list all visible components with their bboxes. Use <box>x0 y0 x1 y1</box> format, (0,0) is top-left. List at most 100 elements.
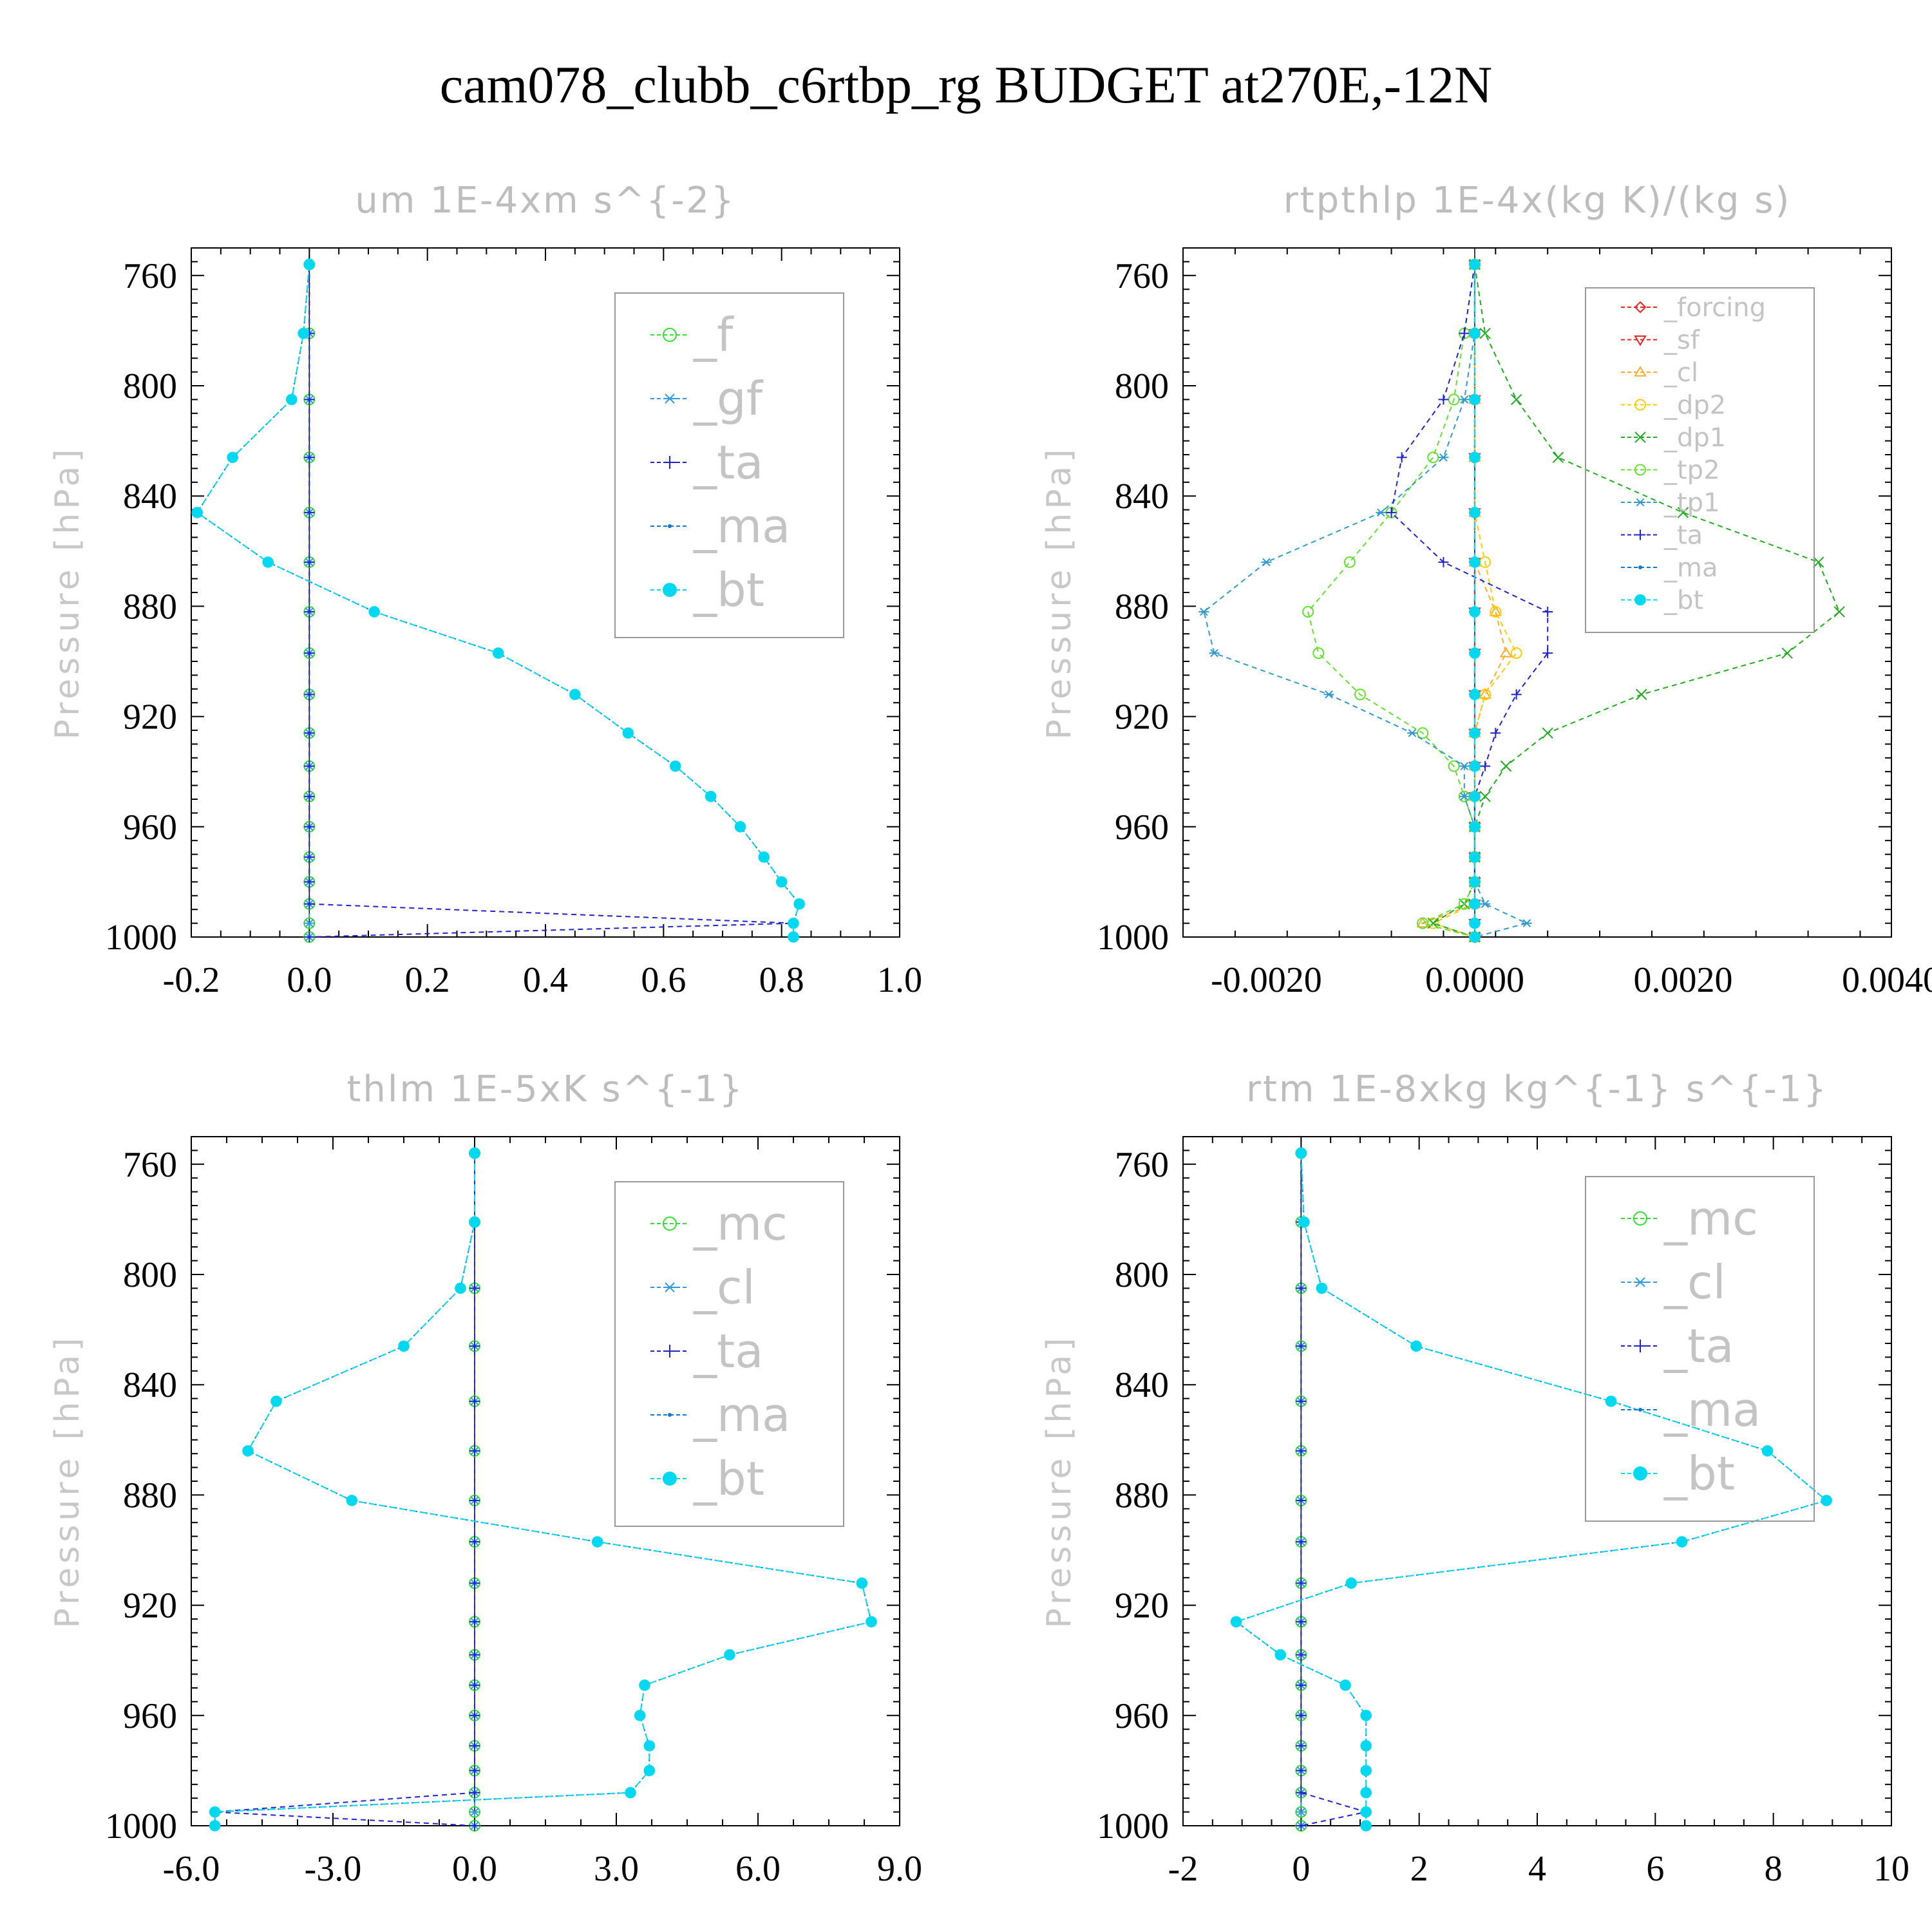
data-point <box>1296 1396 1307 1406</box>
data-point <box>1296 1649 1307 1660</box>
data-point <box>1438 453 1449 462</box>
data-point <box>1438 394 1449 405</box>
legend-marker <box>1633 1211 1647 1226</box>
series-tp1 <box>1198 260 1532 942</box>
data-point <box>209 1806 221 1818</box>
series-bt <box>209 1147 877 1832</box>
x-tick-label: -3.0 <box>305 1849 362 1889</box>
y-tick-label: 920 <box>1115 1586 1169 1626</box>
data-point <box>469 1680 480 1690</box>
panel-title: thlm 1E-5xK s^{-1} <box>346 1068 744 1110</box>
legend-box <box>614 1181 844 1527</box>
y-tick-label: 920 <box>123 697 177 737</box>
data-point <box>1469 258 1481 270</box>
y-tick-label: 840 <box>1115 477 1169 516</box>
data-point <box>669 760 681 772</box>
series-ma <box>1234 1151 1829 1828</box>
legend-marker <box>663 1345 676 1358</box>
series-ma <box>213 1151 873 1828</box>
data-point <box>455 1282 466 1294</box>
data-point <box>1448 393 1460 406</box>
y-axis-label: Pressure [hPa] <box>48 1334 87 1629</box>
series-line <box>1390 264 1549 937</box>
legend-marker <box>663 328 677 342</box>
data-point <box>1448 760 1460 772</box>
data-point <box>1781 647 1793 659</box>
data-point <box>1542 648 1553 659</box>
data-point <box>1438 556 1449 567</box>
data-point <box>1296 1445 1307 1456</box>
y-tick-label: 880 <box>123 1475 177 1515</box>
data-point <box>591 1536 603 1548</box>
data-point <box>298 327 309 339</box>
x-tick-label: 0.4 <box>523 960 568 1000</box>
data-point <box>1396 452 1407 463</box>
series-ta <box>1386 259 1553 942</box>
data-point <box>1302 605 1314 618</box>
data-point <box>304 606 315 617</box>
legend-label: _ma <box>1663 553 1718 583</box>
data-point <box>1296 1740 1307 1751</box>
y-tick-label: 920 <box>1115 697 1169 737</box>
data-point <box>1360 1820 1372 1832</box>
x-tick-label: 10 <box>1873 1849 1909 1889</box>
data-point <box>1296 1680 1307 1690</box>
data-point <box>304 507 315 518</box>
legend-label: _cl <box>1663 358 1698 388</box>
legend-marker <box>1634 464 1646 476</box>
legend-label: _ta <box>693 1324 763 1378</box>
y-tick-label: 960 <box>123 808 177 848</box>
data-point <box>469 1147 480 1159</box>
x-tick-label: 4 <box>1528 1849 1546 1889</box>
data-point <box>1296 1808 1307 1816</box>
x-tick-label: 6.0 <box>735 1849 781 1889</box>
data-point <box>1469 688 1481 701</box>
y-tick-label: 800 <box>1115 1255 1169 1295</box>
series-line <box>1203 264 1529 938</box>
legend-marker <box>663 1472 677 1486</box>
data-point <box>304 898 315 909</box>
data-point <box>1469 647 1481 659</box>
data-point <box>469 1740 480 1751</box>
legend-marker <box>1634 366 1647 377</box>
plot-frame <box>1182 1136 1892 1826</box>
data-point <box>788 931 799 943</box>
series-line <box>1307 264 1475 938</box>
legend-label: _ta <box>693 435 763 489</box>
plot-frame <box>1182 247 1892 938</box>
data-point <box>1209 649 1220 658</box>
x-tick-label: 0.0 <box>287 960 332 1000</box>
y-tick-label: 800 <box>123 366 177 406</box>
y-tick-label: 800 <box>1115 366 1169 406</box>
data-point <box>1552 451 1564 463</box>
data-point <box>346 1495 358 1506</box>
series-line <box>1235 1153 1828 1826</box>
data-point <box>304 761 315 772</box>
data-point <box>469 1495 480 1506</box>
legend-label: _cl <box>693 1260 755 1314</box>
data-point <box>227 451 238 464</box>
data-point <box>304 851 315 862</box>
data-point <box>1296 1341 1307 1352</box>
data-point <box>643 1740 656 1752</box>
data-point <box>1323 690 1334 699</box>
plot-panel-2: 760 800 840 880 920 960 1000 -0.0020 0.0000 0.002… <box>1040 180 1932 1000</box>
data-point <box>724 1649 735 1661</box>
series-bt <box>1469 258 1481 943</box>
legend-label: _ta <box>1663 521 1703 551</box>
legend-marker <box>663 1282 676 1293</box>
x-tick-label: 0.0000 <box>1425 960 1524 1000</box>
legend: _mc _cl _ta _ma _bt <box>614 1181 844 1527</box>
x-tick-label: 0.6 <box>641 960 686 1000</box>
data-point <box>469 1649 480 1660</box>
data-point <box>1510 647 1522 659</box>
series-line <box>214 1153 873 1826</box>
data-point <box>304 821 315 832</box>
data-point <box>622 727 634 739</box>
data-point <box>1833 606 1845 618</box>
legend-label: _dp1 <box>1663 423 1726 453</box>
y-tick-label: 760 <box>1115 256 1169 296</box>
data-point <box>1469 393 1481 406</box>
plot-panel-4: 760 800 840 880 920 960 1000-2 0 2 4 6 8 10 rtm 1E-8x… <box>1040 1068 1909 1889</box>
data-point <box>1469 507 1481 518</box>
